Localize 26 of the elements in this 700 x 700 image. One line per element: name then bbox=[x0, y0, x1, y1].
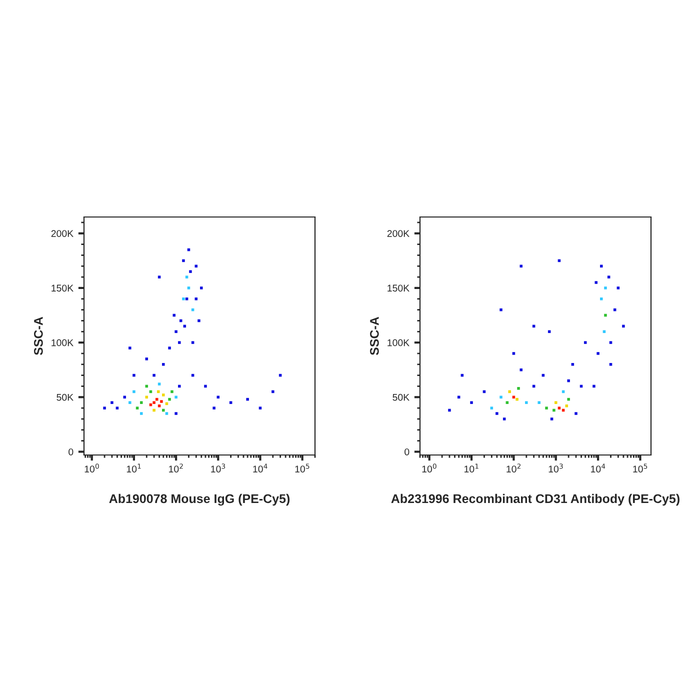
x-tick-label: 10$^{5}$ bbox=[633, 464, 648, 472]
y-tick-label: 200K bbox=[387, 230, 410, 237]
x-tick-label: 10$^{4}$ bbox=[253, 464, 268, 472]
y-tick-label: 150K bbox=[388, 284, 410, 292]
x-tick-label: 10$^{3}$ bbox=[548, 464, 563, 472]
x-tick-label: 10$^{0}$ bbox=[422, 464, 436, 472]
y-axis-title: SSC-A bbox=[34, 316, 43, 356]
y-axis-title: SSC-A bbox=[370, 316, 379, 356]
y-tick-label: 100K bbox=[52, 339, 74, 346]
x-tick-label: 10$^{1}$ bbox=[126, 464, 141, 472]
x-tick-label: 10$^{0}$ bbox=[84, 464, 99, 472]
y-tick-label: 50K bbox=[392, 394, 410, 401]
y-tick-label: 0 bbox=[68, 448, 74, 456]
y-tick-label: 150K bbox=[52, 284, 74, 292]
y-tick-label: 200K bbox=[51, 230, 74, 237]
y-tick-label: 50K bbox=[56, 394, 74, 401]
x-tick-label: 10$^{2}$ bbox=[169, 464, 183, 472]
x-tick-label: 10$^{2}$ bbox=[506, 464, 520, 472]
x-tick-label: 10$^{1}$ bbox=[464, 464, 478, 472]
x-tick-label: 10$^{5}$ bbox=[295, 464, 310, 472]
y-tick-label: 100K bbox=[388, 339, 410, 346]
x-tick-label: 10$^{4}$ bbox=[591, 464, 606, 472]
x-axis-title: Ab231996 Recombinant CD31 Antibody (PE-Cy5) bbox=[391, 494, 680, 506]
y-tick-label: 0 bbox=[404, 448, 410, 456]
x-tick-label: 10$^{3}$ bbox=[211, 464, 226, 472]
x-axis-title: Ab190078 Mouse IgG (PE-Cy5) bbox=[109, 494, 290, 506]
